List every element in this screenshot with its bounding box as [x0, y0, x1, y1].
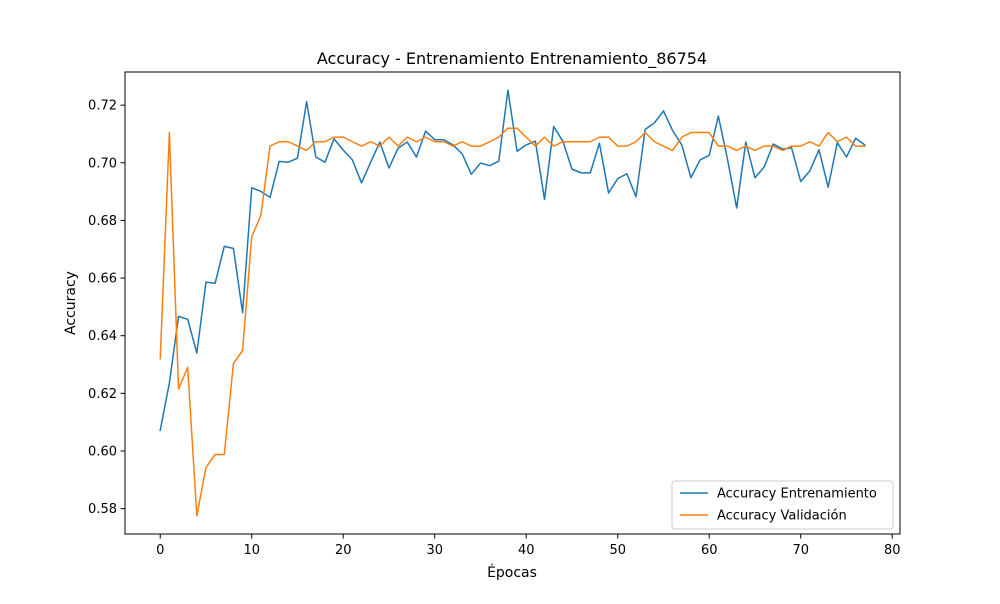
y-tick-label: 0.58: [88, 502, 117, 517]
x-tick-label: 60: [701, 543, 718, 558]
legend: Accuracy Entrenamiento Accuracy Validació…: [671, 480, 894, 530]
y-tick-label: 0.60: [88, 444, 117, 459]
x-tick-label: 20: [335, 543, 352, 558]
y-tick-label: 0.66: [88, 272, 117, 287]
legend-box: [671, 480, 894, 530]
y-axis: 0.58 0.60 0.62 0.64 0.66 0.68 0.70 0.72: [88, 99, 125, 517]
y-tick-label: 0.72: [88, 99, 117, 114]
y-tick-label: 0.70: [88, 156, 117, 171]
series-layer: [159, 89, 866, 517]
y-tick-label: 0.68: [88, 214, 117, 229]
x-axis: 0 10 20 30 40 50 60 70 80: [156, 534, 900, 558]
x-tick-label: 30: [426, 543, 443, 558]
y-axis-label: Accuracy: [63, 271, 79, 335]
legend-label: Accuracy Entrenamiento: [717, 487, 877, 502]
plot-frame: [124, 71, 901, 535]
x-tick-label: 0: [156, 543, 164, 558]
y-tick-label: 0.62: [88, 387, 117, 402]
y-tick-label: 0.64: [88, 329, 117, 344]
x-tick-label: 10: [243, 543, 260, 558]
x-tick-label: 50: [609, 543, 626, 558]
x-tick-label: 70: [792, 543, 809, 558]
series-line-validacion: [159, 127, 866, 517]
x-tick-label: 40: [518, 543, 535, 558]
series-line-entrenamiento: [159, 89, 866, 432]
x-tick-label: 80: [884, 543, 901, 558]
x-axis-label: Épocas: [487, 564, 537, 581]
chart-title: Accuracy - Entrenamiento Entrenamiento_8…: [317, 49, 707, 69]
legend-label: Accuracy Validación: [717, 509, 847, 524]
